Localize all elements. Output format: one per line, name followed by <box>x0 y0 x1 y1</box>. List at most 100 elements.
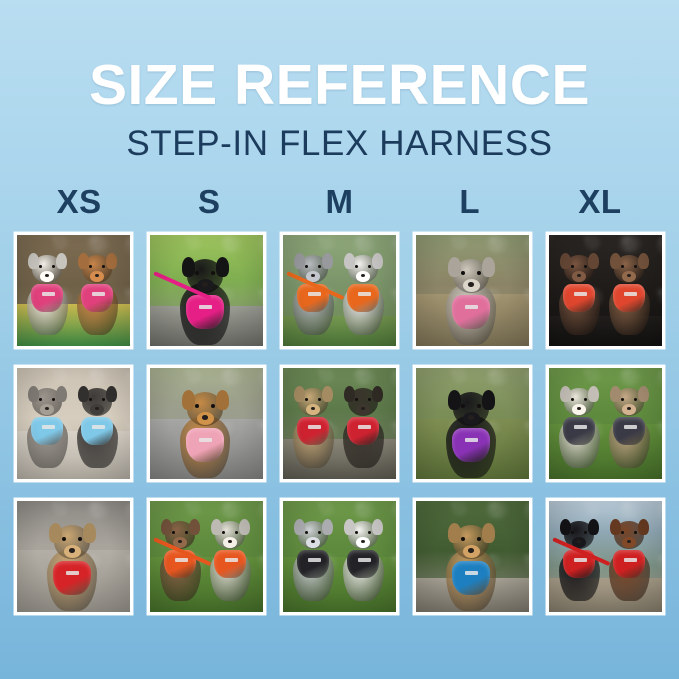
photo-texture <box>53 368 68 383</box>
dog-nose <box>94 273 100 278</box>
dog-nose <box>468 282 474 287</box>
photo-texture <box>17 235 21 239</box>
photo-texture <box>220 501 237 518</box>
dog-eye <box>570 397 575 401</box>
photo-texture <box>261 421 263 429</box>
photo-vignette <box>150 368 263 479</box>
photo-texture <box>585 501 600 516</box>
photo-texture <box>583 501 589 507</box>
photo-texture <box>260 235 263 247</box>
photo-cell-l <box>413 232 532 349</box>
photo-texture <box>89 235 98 244</box>
dog-ear <box>448 257 461 277</box>
photo-texture <box>452 368 467 383</box>
photo-texture <box>391 501 396 521</box>
harness-vest <box>297 417 329 446</box>
dog-ear <box>372 253 383 270</box>
dog-nose <box>44 273 50 278</box>
page-subtitle: STEP-IN FLEX HARNESS <box>126 124 553 163</box>
dog-ear <box>482 523 495 543</box>
size-label-l: L <box>459 183 481 220</box>
dog-ear <box>322 386 333 403</box>
dog-eye <box>317 264 322 268</box>
dog-nose <box>310 539 316 544</box>
photo-texture <box>220 235 237 252</box>
photo-cell-xl <box>546 232 665 349</box>
dog-photo <box>416 368 529 479</box>
photo-texture <box>525 288 529 304</box>
photo-texture <box>355 368 364 377</box>
photo-texture <box>128 288 130 296</box>
photo-texture <box>658 554 662 570</box>
harness-brand-tag <box>574 425 588 430</box>
dog-eye <box>211 271 215 275</box>
photo-texture <box>390 421 396 428</box>
dog-photo <box>17 368 130 479</box>
dog-ear <box>28 253 39 270</box>
size-label-row: XS S M L XL <box>14 184 665 220</box>
photo-texture <box>186 501 201 516</box>
dog-photo <box>283 501 396 612</box>
photo-cell-xl <box>546 365 665 482</box>
photo-texture <box>222 501 231 510</box>
photo-vignette <box>150 235 263 346</box>
dog-nose <box>576 406 582 411</box>
photo-texture <box>660 421 662 429</box>
photo-texture <box>527 421 529 429</box>
harness-brand-tag <box>175 558 189 563</box>
harness-vest <box>563 284 595 313</box>
photo-texture <box>416 501 420 505</box>
photo-texture <box>393 235 396 247</box>
photo-texture <box>549 368 553 372</box>
dog-eye <box>51 397 56 401</box>
photo-texture <box>656 421 662 428</box>
harness-brand-tag <box>465 438 478 442</box>
dog-nose <box>576 539 582 544</box>
photo-texture <box>317 501 323 507</box>
photo-texture <box>357 368 375 386</box>
harness-brand-tag <box>624 558 638 563</box>
photo-texture <box>525 554 529 570</box>
photo-texture <box>658 288 662 304</box>
dog-eye <box>633 530 638 534</box>
harness-brand-tag <box>624 292 638 297</box>
dog-ear <box>344 386 355 403</box>
dog-nose <box>360 273 366 278</box>
dog-ear <box>294 253 305 270</box>
photo-vignette <box>150 501 263 612</box>
photo-texture <box>489 421 494 426</box>
photo-texture <box>259 421 263 437</box>
photo-texture <box>392 554 396 570</box>
photo-texture <box>319 235 334 250</box>
photo-texture <box>89 368 98 377</box>
dog-ear <box>344 519 355 536</box>
photo-texture <box>392 288 396 304</box>
dog-ear <box>610 519 621 536</box>
harness-brand-tag <box>465 571 478 575</box>
photo-cell-xl <box>546 498 665 615</box>
dog-photo <box>549 235 662 346</box>
dog-eye <box>461 537 465 541</box>
harness-vest <box>347 550 379 579</box>
harness-vest <box>81 417 113 446</box>
photo-texture <box>450 501 456 507</box>
photo-texture <box>184 368 190 374</box>
header: SIZE REFERENCE STEP-IN FLEX HARNESS <box>0 0 679 164</box>
photo-texture <box>51 368 57 374</box>
dog-ear <box>344 253 355 270</box>
harness-brand-tag <box>308 558 322 563</box>
dog-ear <box>372 519 383 536</box>
photo-texture <box>124 288 130 295</box>
dog-ear <box>638 386 649 403</box>
dog-nose <box>44 406 50 411</box>
photo-texture <box>355 235 364 244</box>
photo-vignette <box>17 368 130 479</box>
dog-eye <box>570 264 575 268</box>
harness-vest <box>347 417 379 446</box>
photo-texture <box>220 368 237 385</box>
photo-cell-xs <box>14 498 133 615</box>
photo-texture <box>125 501 130 521</box>
dog-eye <box>354 397 359 401</box>
harness-brand-tag <box>308 425 322 430</box>
dog-eye <box>367 397 372 401</box>
